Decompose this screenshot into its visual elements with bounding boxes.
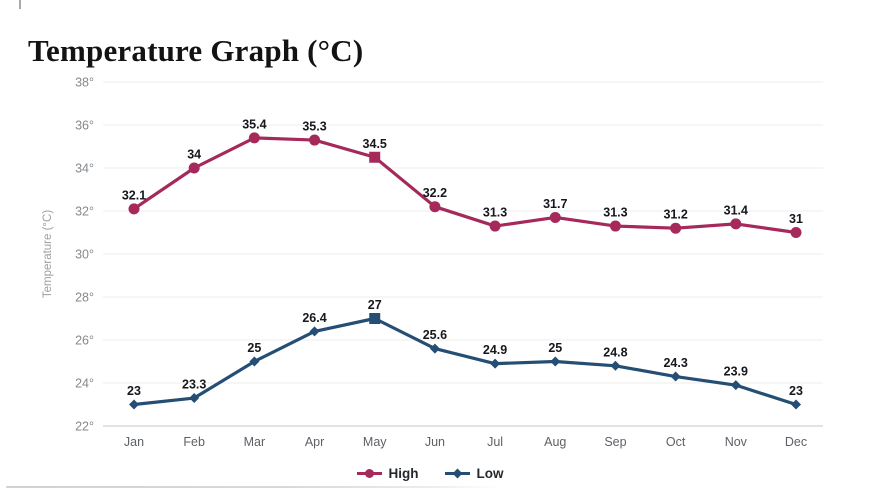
low-point-feb-label: 23.3 — [182, 378, 206, 392]
legend-label-low: Low — [476, 466, 504, 481]
low-point-mar-label: 25 — [247, 341, 261, 355]
high-point-mar-label: 35.4 — [242, 117, 266, 131]
high-point-dec-label: 31 — [789, 212, 803, 226]
high-point-jan-label: 32.1 — [122, 188, 146, 202]
high-point-apr-marker[interactable] — [309, 134, 321, 146]
low-point-apr-label: 26.4 — [302, 311, 326, 325]
high-point-aug-label: 31.7 — [543, 197, 567, 211]
y-tick-label: 34° — [75, 162, 94, 176]
bottom-scrollbar[interactable] — [6, 486, 502, 488]
low-point-oct-label: 24.3 — [663, 356, 687, 370]
high-point-nov-marker[interactable] — [730, 218, 742, 230]
high-series-line — [132, 136, 798, 235]
low-point-jan-label: 23 — [127, 384, 141, 398]
low-legend-marker — [444, 467, 470, 480]
x-tick-label-sep: Sep — [604, 435, 626, 449]
y-tick-label: 26° — [75, 334, 94, 348]
y-tick-label: 38° — [75, 76, 94, 90]
high-point-oct-marker[interactable] — [670, 222, 682, 234]
low-point-jul-marker[interactable] — [490, 358, 501, 369]
y-tick-label: 28° — [75, 291, 94, 305]
x-tick-label-may: May — [363, 435, 387, 449]
high-point-jun-label: 32.2 — [423, 186, 447, 200]
low-point-jul-label: 24.9 — [483, 343, 507, 357]
low-point-dec-label: 23 — [789, 384, 803, 398]
x-tick-label-feb: Feb — [183, 435, 205, 449]
low-point-jun-label: 25.6 — [423, 328, 447, 342]
x-tick-label-mar: Mar — [244, 435, 266, 449]
low-point-sep-label: 24.8 — [603, 345, 627, 359]
high-point-dec-marker[interactable] — [790, 227, 802, 238]
x-tick-label-jun: Jun — [425, 435, 445, 449]
high-point-aug-marker[interactable] — [549, 211, 561, 223]
x-tick-label-apr: Apr — [305, 435, 324, 449]
x-tick-label-oct: Oct — [666, 435, 686, 449]
low-point-jun-marker[interactable] — [429, 343, 440, 354]
low-point-aug-label: 25 — [548, 341, 562, 355]
x-tick-label-jul: Jul — [487, 435, 503, 449]
y-tick-label: 36° — [75, 119, 94, 133]
low-point-aug-marker[interactable] — [550, 356, 561, 367]
low-series-line — [132, 316, 798, 407]
legend-label-high: High — [388, 466, 419, 481]
high-point-sep-label: 31.3 — [603, 206, 627, 220]
high-point-may-marker[interactable] — [369, 151, 381, 163]
high-point-apr-label: 35.3 — [302, 120, 326, 134]
high-point-jul-marker[interactable] — [489, 220, 501, 232]
high-point-jul-label: 31.3 — [483, 206, 507, 220]
legend-item-low[interactable]: Low — [444, 466, 504, 481]
low-point-feb-marker[interactable] — [189, 393, 200, 404]
high-point-feb-marker[interactable] — [188, 162, 200, 174]
chart-title: Temperature Graph (°C) — [28, 32, 364, 68]
y-tick-label: 22° — [75, 420, 94, 434]
y-tick-label: 24° — [75, 377, 94, 391]
x-tick-label-nov: Nov — [725, 435, 748, 449]
low-point-nov-marker[interactable] — [730, 380, 741, 391]
high-point-mar-marker[interactable] — [248, 132, 260, 144]
x-tick-label-jan: Jan — [124, 435, 144, 449]
low-point-may-marker[interactable] — [369, 313, 381, 324]
y-tick-label: 32° — [75, 205, 94, 219]
y-tick-label: 30° — [75, 248, 94, 262]
low-point-jan-marker[interactable] — [129, 399, 139, 410]
low-point-apr-marker[interactable] — [309, 326, 320, 337]
high-point-sep-marker[interactable] — [609, 220, 621, 232]
high-point-jan-marker[interactable] — [128, 203, 140, 215]
x-tick-label-aug: Aug — [544, 435, 566, 449]
low-point-mar-marker[interactable] — [249, 356, 260, 367]
low-point-nov-label: 23.9 — [724, 365, 748, 379]
high-legend-marker — [356, 467, 382, 480]
low-point-oct-marker[interactable] — [670, 371, 681, 382]
high-point-nov-label: 31.4 — [724, 203, 748, 217]
low-point-sep-marker[interactable] — [610, 360, 621, 371]
high-point-may-label: 34.5 — [363, 137, 387, 151]
high-point-oct-label: 31.2 — [663, 208, 687, 222]
low-point-may-label: 27 — [368, 298, 382, 312]
x-tick-label-dec: Dec — [785, 435, 807, 449]
high-point-jun-marker[interactable] — [429, 201, 441, 213]
top-edge-artifact — [19, 0, 21, 9]
low-point-dec-marker[interactable] — [791, 399, 801, 410]
chart-legend: High Low — [0, 466, 860, 481]
legend-item-high[interactable]: High — [356, 466, 419, 481]
y-axis-title: Temperature (°C) — [42, 210, 54, 298]
high-point-feb-label: 34 — [187, 148, 201, 162]
